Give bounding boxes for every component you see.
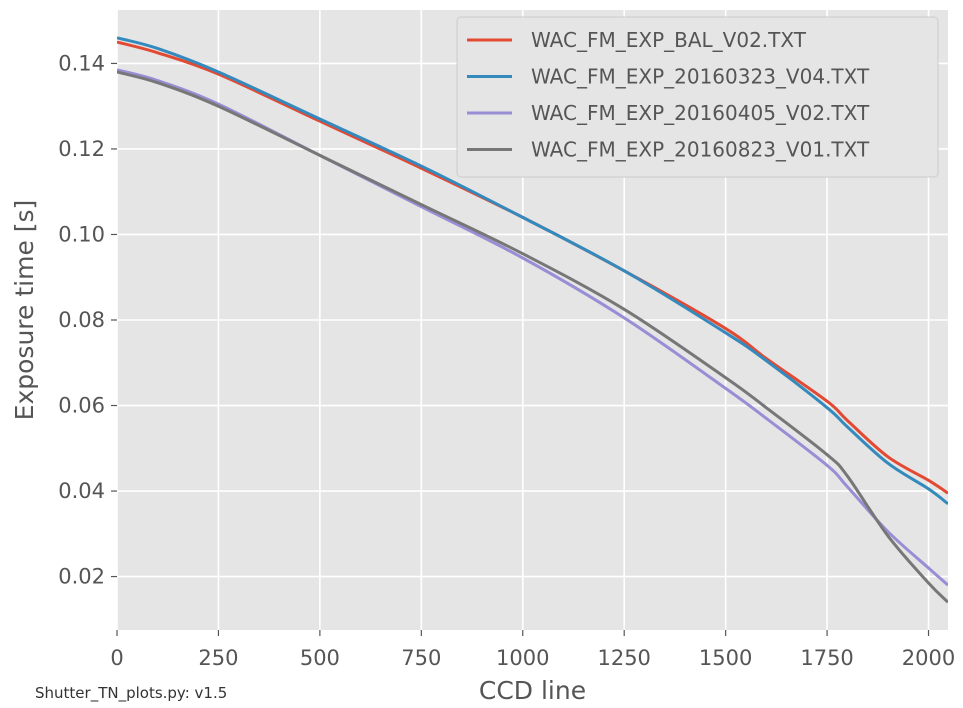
x-tick-label: 750 <box>401 646 441 670</box>
y-tick-label: 0.04 <box>58 479 105 503</box>
series-line-2 <box>117 68 948 587</box>
series-line-1 <box>117 36 948 506</box>
x-tick-label: 0 <box>110 646 123 670</box>
legend-entry-label: WAC_FM_EXP_BAL_V02.TXT <box>531 28 807 52</box>
legend-entry-label: WAC_FM_EXP_20160323_V04.TXT <box>531 65 870 89</box>
legend-entry-label: WAC_FM_EXP_20160823_V01.TXT <box>531 138 870 162</box>
x-tick-label: 1500 <box>699 646 752 670</box>
x-tick-label: 1750 <box>800 646 853 670</box>
series-line-3 <box>117 70 948 604</box>
y-tick-label: 0.06 <box>58 394 105 418</box>
x-axis-ticks: 0 250 500 750 1000 1250 1500 1750 2000 <box>110 630 955 670</box>
y-axis-label: Exposure time [s] <box>10 200 39 421</box>
y-tick-label: 0.10 <box>58 222 105 246</box>
legend-box <box>456 16 939 178</box>
x-tick-label: 1000 <box>496 646 549 670</box>
x-tick-label: 250 <box>198 646 238 670</box>
y-axis-ticks: 0.02 0.04 0.06 0.08 0.10 0.12 0.14 <box>58 51 117 589</box>
y-tick-label: 0.14 <box>58 51 105 75</box>
x-axis-label: CCD line <box>479 676 586 705</box>
x-tick-label: 1250 <box>597 646 650 670</box>
legend: WAC_FM_EXP_BAL_V02.TXT WAC_FM_EXP_2016032… <box>456 16 939 178</box>
y-tick-label: 0.08 <box>58 308 105 332</box>
legend-entry-label: WAC_FM_EXP_20160405_V02.TXT <box>531 101 870 125</box>
x-tick-label: 500 <box>300 646 340 670</box>
x-tick-label: 2000 <box>902 646 955 670</box>
script-version-footer: Shutter_TN_plots.py: v1.5 <box>35 684 228 702</box>
y-tick-label: 0.02 <box>58 565 105 589</box>
series-lines <box>117 36 948 604</box>
y-tick-label: 0.12 <box>58 137 105 161</box>
